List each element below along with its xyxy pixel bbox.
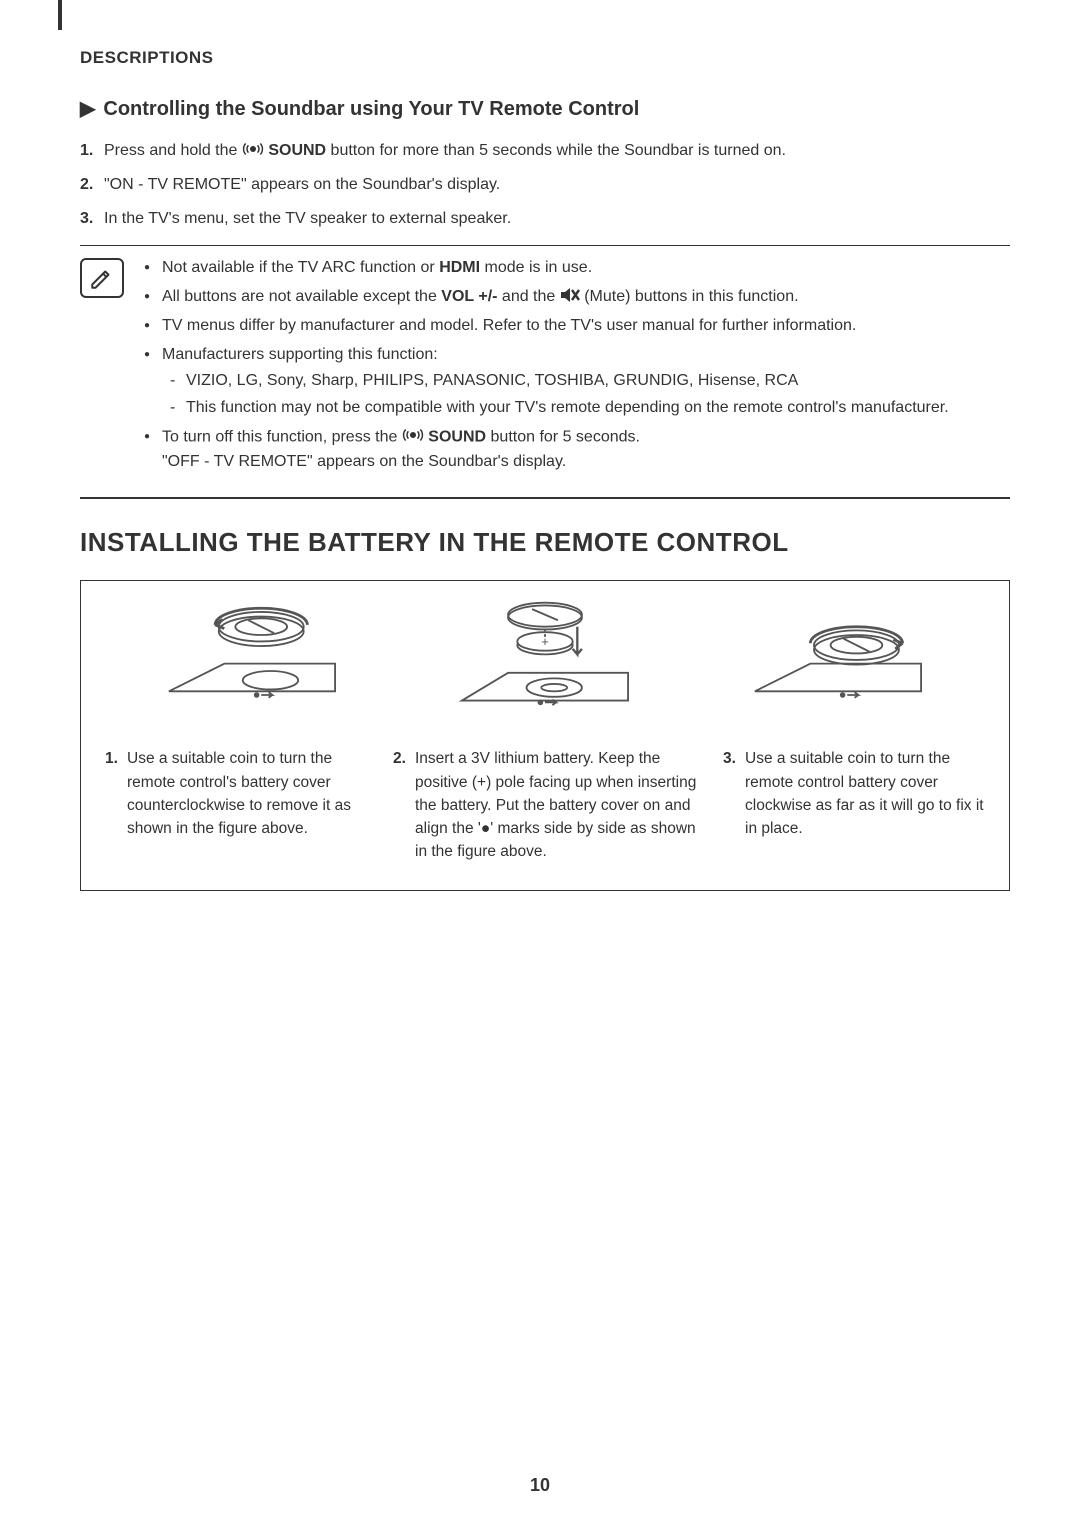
step-item: 1. Press and hold the SOUND button for m…: [80, 139, 1010, 163]
step-number: 1.: [80, 139, 104, 163]
step-text: Press and hold the SOUND button for more…: [104, 139, 786, 163]
sound-label: SOUND: [428, 429, 486, 446]
note-item: To turn off this function, press the SOU…: [142, 425, 1010, 475]
note-item: Manufacturers supporting this function: …: [142, 343, 1010, 421]
figure-2: +: [408, 599, 681, 719]
figure-3: [702, 599, 975, 719]
notes-list: Not available if the TV ARC function or …: [142, 256, 1010, 479]
sound-icon: [402, 425, 424, 450]
step-text: Use a suitable coin to turn the remote c…: [127, 747, 373, 863]
big-heading: INSTALLING THE BATTERY IN THE REMOTE CON…: [80, 527, 1010, 558]
note-off-line: "OFF - TV REMOTE" appears on the Soundba…: [162, 450, 1010, 475]
sound-icon: [242, 139, 264, 163]
step-number: 3.: [80, 207, 104, 231]
divider: [80, 245, 1010, 246]
step-text: In the TV's menu, set the TV speaker to …: [104, 207, 511, 231]
step-number: 2.: [80, 173, 104, 197]
step-text: Use a suitable coin to turn the remote c…: [745, 747, 985, 863]
section-divider: [80, 497, 1010, 499]
step-number: 1.: [105, 747, 127, 863]
steps-list: 1. Press and hold the SOUND button for m…: [80, 139, 1010, 231]
step-number: 3.: [723, 747, 745, 863]
page-number: 10: [0, 1475, 1080, 1496]
note-item: Not available if the TV ARC function or …: [142, 256, 1010, 281]
mute-icon: [560, 288, 580, 305]
battery-box: +: [80, 580, 1010, 890]
step-item: 2. "ON - TV REMOTE" appears on the Sound…: [80, 173, 1010, 197]
subheading-text: Controlling the Soundbar using Your TV R…: [103, 98, 639, 120]
step-number: 2.: [393, 747, 415, 863]
battery-step: 1. Use a suitable coin to turn the remot…: [105, 747, 373, 863]
step-item: 3. In the TV's menu, set the TV speaker …: [80, 207, 1010, 231]
battery-step: 3. Use a suitable coin to turn the remot…: [723, 747, 985, 863]
battery-steps: 1. Use a suitable coin to turn the remot…: [105, 747, 985, 863]
section-header: DESCRIPTIONS: [80, 48, 1010, 68]
section-marker-bar: [58, 0, 62, 30]
subheading: ▶ Controlling the Soundbar using Your TV …: [80, 96, 1010, 121]
figure-1: [115, 599, 388, 719]
arrow-icon: ▶: [80, 98, 95, 120]
sound-label: SOUND: [268, 142, 326, 159]
figures-row: +: [105, 599, 985, 719]
note-subitem: VIZIO, LG, Sony, Sharp, PHILIPS, PANASON…: [162, 369, 1010, 394]
battery-step: 2. Insert a 3V lithium battery. Keep the…: [393, 747, 703, 863]
note-item: TV menus differ by manufacturer and mode…: [142, 314, 1010, 339]
pencil-note-icon: [80, 258, 124, 298]
note-sublist: VIZIO, LG, Sony, Sharp, PHILIPS, PANASON…: [162, 369, 1010, 421]
note-subitem: This function may not be compatible with…: [162, 396, 1010, 421]
note-item: All buttons are not available except the…: [142, 285, 1010, 310]
note-block: Not available if the TV ARC function or …: [80, 256, 1010, 479]
step-text: Insert a 3V lithium battery. Keep the po…: [415, 747, 703, 863]
step-text: "ON - TV REMOTE" appears on the Soundbar…: [104, 173, 500, 197]
